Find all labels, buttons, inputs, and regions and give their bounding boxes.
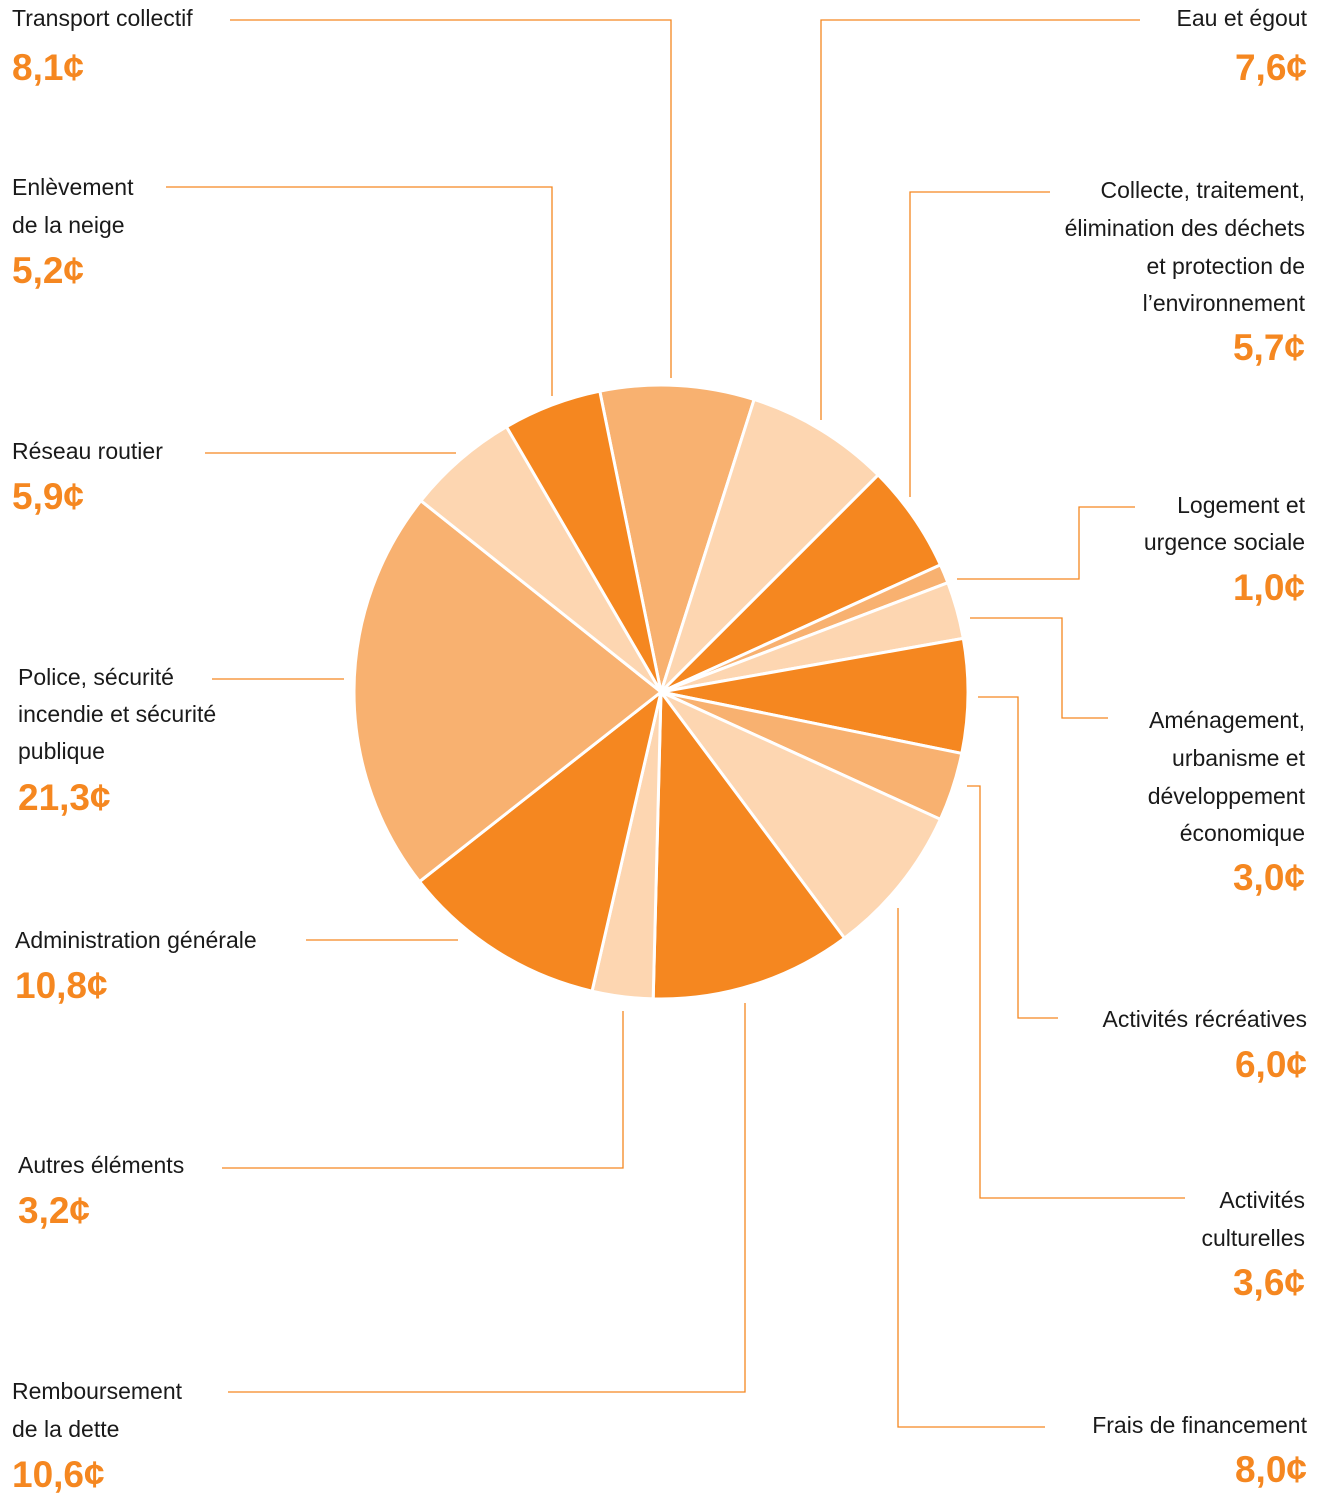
leader-line	[970, 617, 1108, 719]
leader-line	[957, 506, 1135, 580]
value-label: 3,2¢	[18, 1190, 90, 1231]
value-label: 21,3¢	[18, 777, 111, 818]
slice-label: Autres éléments	[18, 1152, 184, 1178]
value-label: 7,6¢	[1235, 47, 1307, 88]
slice-label: l’environnement	[1143, 290, 1306, 316]
pie-slice	[659, 397, 881, 694]
slice-label: Réseau routier	[12, 438, 163, 464]
leader-line	[820, 19, 1140, 420]
leader-line	[228, 1003, 746, 1393]
slice-label: Enlèvement	[12, 174, 134, 200]
pie-slice	[352, 498, 664, 884]
slice-label: Logement et	[1177, 492, 1305, 518]
leader-line	[897, 908, 1045, 1428]
value-label: 3,0¢	[1233, 857, 1305, 898]
slice-label: urgence sociale	[1144, 529, 1305, 555]
slice-label: urbanisme et	[1172, 745, 1306, 771]
slice-label: élimination des déchets	[1065, 215, 1305, 241]
pie-slice	[598, 383, 757, 698]
slice-label: Police, sécurité	[18, 664, 174, 690]
value-label: 5,2¢	[12, 250, 84, 291]
value-label: 10,6¢	[12, 1454, 105, 1495]
slice-label: Frais de financement	[1092, 1412, 1307, 1438]
slice-label: Activités	[1219, 1187, 1305, 1213]
slice-label: économique	[1180, 820, 1305, 846]
slice-label: développement	[1148, 783, 1306, 809]
value-label: 5,7¢	[1233, 327, 1305, 368]
slice-label: Remboursement	[12, 1378, 183, 1404]
slice-label: et protection de	[1146, 253, 1305, 279]
pie-slice	[659, 690, 943, 941]
leader-line	[222, 1011, 624, 1169]
slice-label: de la neige	[12, 212, 125, 238]
slice-label: culturelles	[1201, 1225, 1305, 1251]
slice-label: Aménagement,	[1149, 707, 1305, 733]
slice-label: Activités récréatives	[1102, 1006, 1307, 1032]
leader-line	[166, 186, 553, 396]
pie-slice	[651, 687, 847, 1001]
leader-line	[230, 19, 672, 378]
slice-label: de la dette	[12, 1416, 119, 1442]
value-label: 3,6¢	[1233, 1262, 1305, 1303]
value-label: 5,9¢	[12, 476, 84, 517]
slice-label: Transport collectif	[12, 5, 193, 31]
slice-label: incendie et sécurité	[18, 701, 216, 727]
value-label: 8,1¢	[12, 47, 84, 88]
pie-slice	[417, 688, 664, 993]
slice-label: Eau et égout	[1177, 5, 1308, 31]
value-label: 1,0¢	[1233, 567, 1305, 608]
leader-line	[967, 785, 1185, 1199]
leader-line	[978, 696, 1058, 1019]
leader-line	[909, 191, 1050, 497]
value-label: 8,0¢	[1235, 1449, 1307, 1490]
slice-label: publique	[18, 738, 105, 764]
slice-label: Administration générale	[15, 927, 257, 953]
value-label: 10,8¢	[15, 965, 108, 1006]
value-label: 6,0¢	[1235, 1044, 1307, 1085]
pie-slice	[504, 389, 663, 693]
slice-label: Collecte, traitement,	[1100, 177, 1305, 203]
